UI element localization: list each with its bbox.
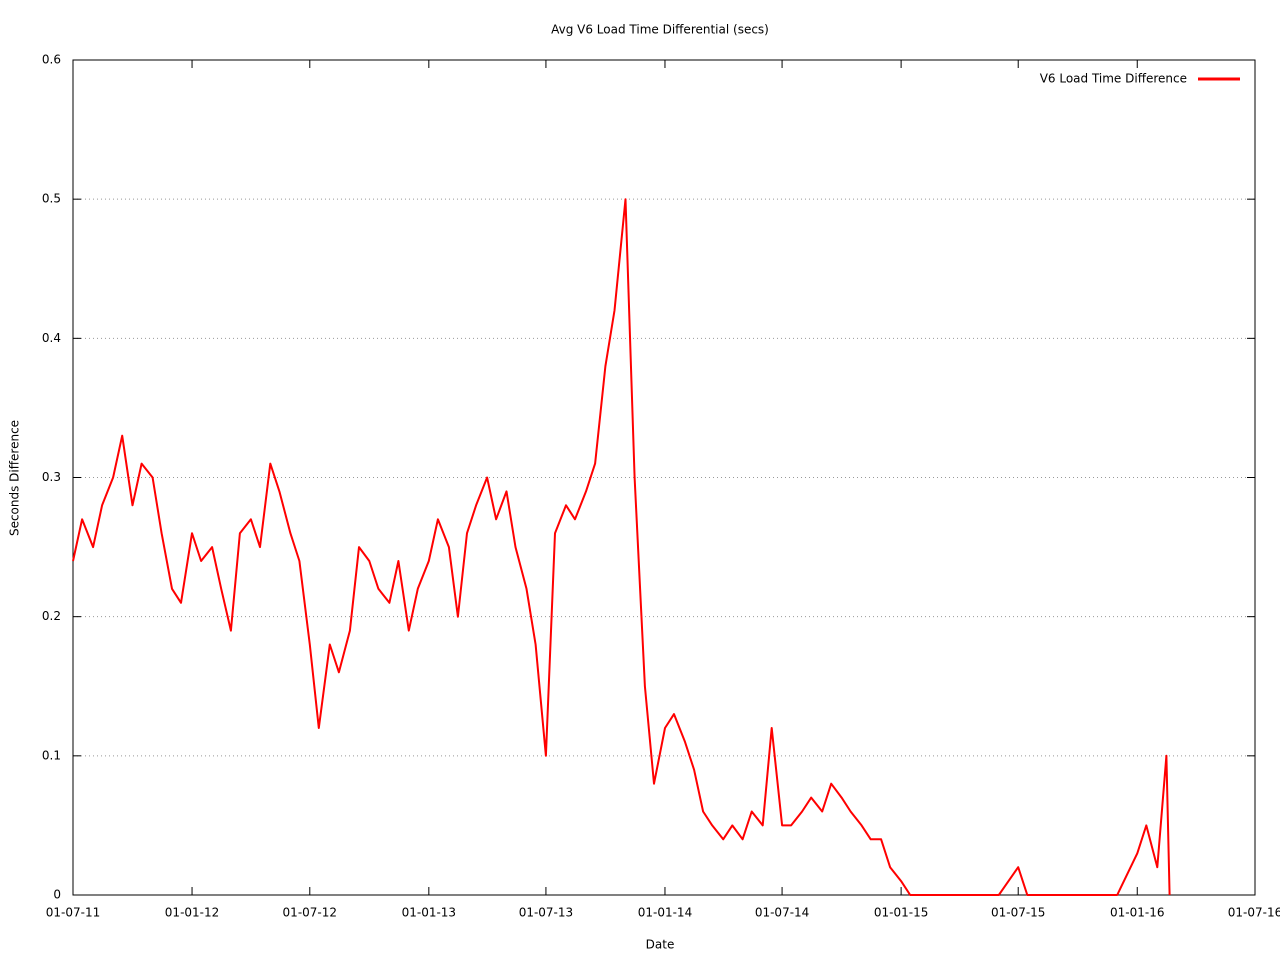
x-tick-label: 01-01-14 (638, 906, 692, 920)
x-tick-label: 01-01-13 (402, 906, 456, 920)
x-tick-label: 01-07-14 (755, 906, 809, 920)
x-tick-label: 01-07-11 (46, 906, 100, 920)
y-tick-label: 0.5 (42, 192, 61, 206)
x-tick-label: 01-07-13 (519, 906, 573, 920)
legend-label: V6 Load Time Difference (1040, 72, 1187, 86)
y-tick-label: 0.1 (42, 748, 61, 762)
y-tick-label: 0 (53, 888, 61, 902)
y-tick-label: 0.2 (42, 609, 61, 623)
x-tick-label: 01-07-15 (991, 906, 1045, 920)
x-tick-label: 01-07-16 (1228, 906, 1280, 920)
y-tick-label: 0.6 (42, 53, 61, 67)
y-tick-label: 0.3 (42, 470, 61, 484)
x-tick-label: 01-01-16 (1110, 906, 1164, 920)
x-tick-label: 01-01-12 (165, 906, 219, 920)
x-axis-label: Date (646, 938, 675, 952)
x-tick-label: 01-01-15 (874, 906, 928, 920)
y-axis-label: Seconds Difference (8, 420, 22, 536)
plot-frame (72, 59, 1256, 896)
y-tick-label: 0.4 (42, 331, 61, 345)
data-line (72, 198, 1171, 896)
chart-title: Avg V6 Load Time Differential (secs) (551, 23, 769, 37)
x-tick-label: 01-07-12 (283, 906, 337, 920)
